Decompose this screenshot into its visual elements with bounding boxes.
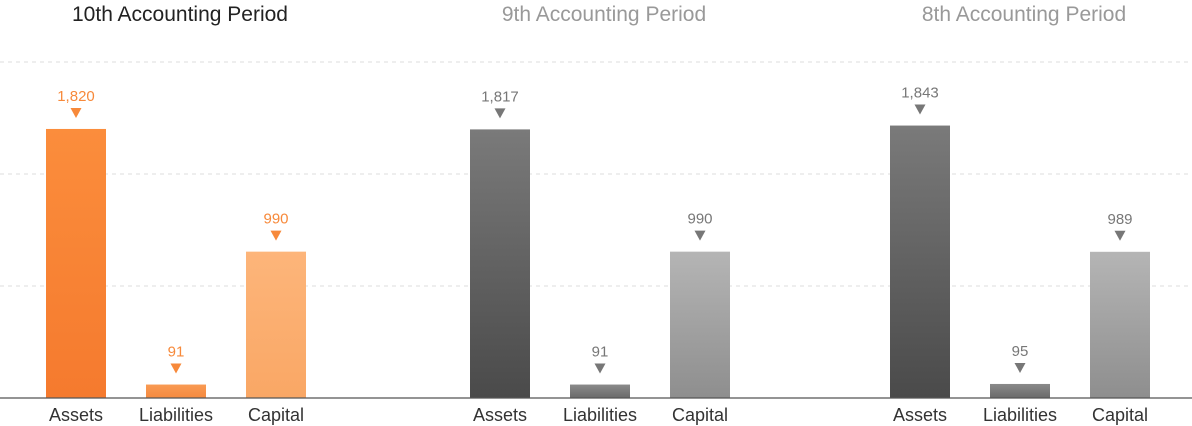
- panel-9th: 9th Accounting Period 1,817 Assets 91 Liabi…: [470, 3, 730, 425]
- value-marker-icon: [271, 231, 282, 241]
- bar-liabilities: [990, 384, 1050, 398]
- category-label-capital: Capital: [672, 405, 728, 425]
- panel-title-10th: 10th Accounting Period: [72, 3, 288, 26]
- value-marker-icon: [1115, 231, 1126, 241]
- bar-liabilities: [570, 385, 630, 398]
- category-label-capital: Capital: [1092, 405, 1148, 425]
- bars-8th: 1,843 Assets 95 Liabilities 989 Capital: [890, 85, 1150, 425]
- value-label-capital: 990: [687, 211, 712, 228]
- value-label-assets: 1,820: [57, 88, 95, 105]
- bar-liabilities: [146, 385, 206, 398]
- category-label-capital: Capital: [248, 405, 304, 425]
- value-label-liabilities: 91: [168, 344, 185, 361]
- bar-assets: [470, 129, 530, 398]
- category-label-assets: Assets: [49, 405, 103, 425]
- category-label-assets: Assets: [473, 405, 527, 425]
- value-marker-icon: [595, 364, 606, 374]
- bar-assets: [46, 129, 106, 398]
- value-marker-icon: [695, 231, 706, 241]
- bars-10th: 1,820 Assets 91 Liabilities 990 Capital: [46, 88, 306, 425]
- bars-9th: 1,817 Assets 91 Liabilities 990 Capital: [470, 88, 730, 425]
- panel-title-9th: 9th Accounting Period: [502, 3, 706, 26]
- panel-8th: 8th Accounting Period 1,843 Assets 95 Liabi…: [890, 3, 1150, 425]
- value-marker-icon: [495, 108, 506, 118]
- value-marker-icon: [171, 364, 182, 374]
- bar-capital: [1090, 252, 1150, 398]
- category-label-liabilities: Liabilities: [139, 405, 213, 425]
- category-label-liabilities: Liabilities: [983, 405, 1057, 425]
- value-marker-icon: [71, 108, 82, 118]
- value-label-assets: 1,843: [901, 85, 939, 102]
- category-label-liabilities: Liabilities: [563, 405, 637, 425]
- value-label-assets: 1,817: [481, 88, 519, 105]
- value-marker-icon: [1015, 363, 1026, 373]
- bar-capital: [670, 252, 730, 398]
- value-label-capital: 990: [263, 211, 288, 228]
- gridlines: [0, 62, 1192, 286]
- value-marker-icon: [915, 105, 926, 115]
- value-label-liabilities: 91: [592, 344, 609, 361]
- value-label-capital: 989: [1107, 211, 1132, 228]
- bar-assets: [890, 126, 950, 398]
- value-label-liabilities: 95: [1012, 343, 1029, 360]
- category-label-assets: Assets: [893, 405, 947, 425]
- bar-capital: [246, 252, 306, 398]
- panel-title-8th: 8th Accounting Period: [922, 3, 1126, 26]
- panel-10th: 10th Accounting Period 1,820 Assets 91 Liab…: [46, 3, 306, 425]
